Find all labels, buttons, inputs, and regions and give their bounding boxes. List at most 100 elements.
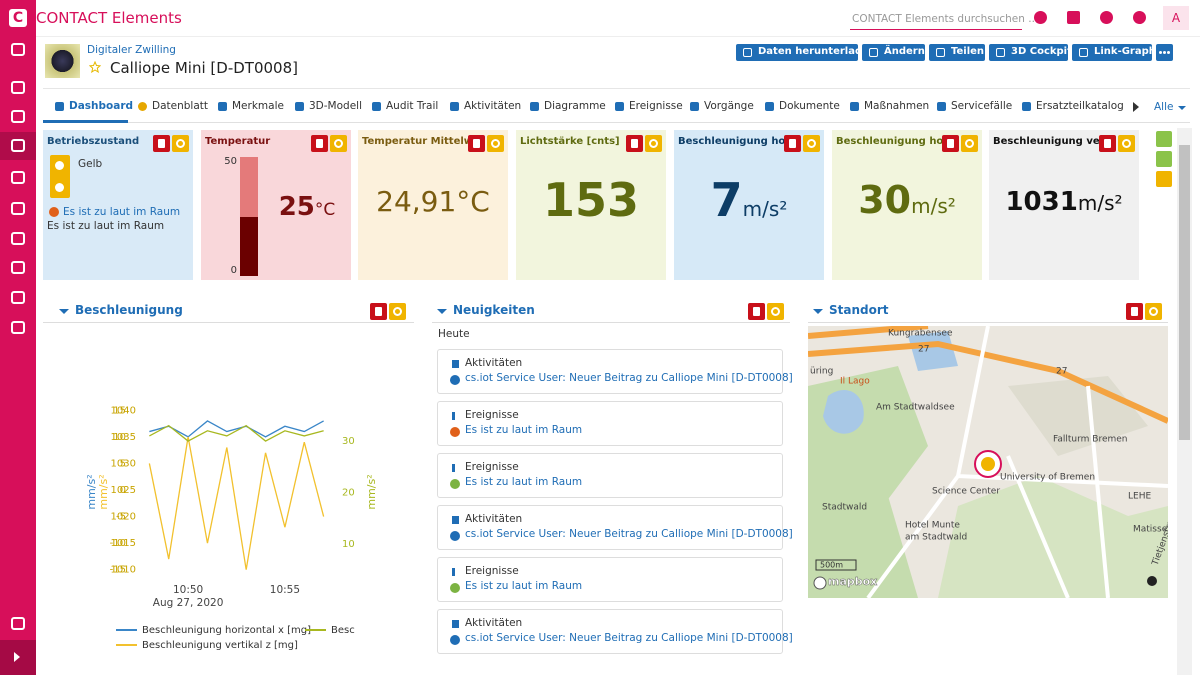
delete-button[interactable] [626, 135, 643, 152]
dashboard-tool[interactable] [1156, 171, 1172, 187]
tab-icon[interactable] [937, 102, 946, 111]
tabs-scroll[interactable] [1133, 102, 1139, 112]
dashboard-tool[interactable] [1156, 131, 1172, 147]
sidebar-icon[interactable] [11, 202, 25, 215]
avatar[interactable]: A [1163, 6, 1189, 30]
delete-button[interactable] [748, 303, 765, 320]
settings-button[interactable] [961, 135, 978, 152]
delete-button[interactable] [468, 135, 485, 152]
search-box[interactable]: CONTACT Elements durchsuchen ... [850, 10, 1038, 30]
dashboard-tool[interactable] [1156, 151, 1172, 167]
news-text[interactable]: cs.iot Service User: Neuer Beitrag zu Ca… [465, 528, 793, 540]
settings-button[interactable] [645, 135, 662, 152]
action-label: Daten herunterladen [758, 46, 877, 57]
settings-button[interactable] [1145, 303, 1162, 320]
news-text[interactable]: Es ist zu laut im Raum [465, 476, 583, 488]
collapse-caret[interactable] [59, 309, 69, 314]
sidebar-icon[interactable] [11, 171, 25, 184]
delete-button[interactable] [370, 303, 387, 320]
collapse-caret[interactable] [813, 309, 823, 314]
sidebar-icon[interactable] [11, 110, 25, 123]
delete-button[interactable] [311, 135, 328, 152]
delete-button[interactable] [942, 135, 959, 152]
tab-icon[interactable] [295, 102, 304, 111]
settings-button[interactable] [803, 135, 820, 152]
settings-button[interactable] [767, 303, 784, 320]
settings-button[interactable] [389, 303, 406, 320]
scrollbar-thumb[interactable] [1179, 145, 1190, 440]
action-button[interactable]: Link-Graph [1072, 44, 1156, 61]
settings-button[interactable] [1118, 135, 1135, 152]
news-item[interactable]: Ereignisse Es ist zu laut im Raum [437, 453, 783, 498]
tab[interactable]: Dashboard [69, 100, 134, 112]
news-item[interactable]: Ereignisse Es ist zu laut im Raum [437, 401, 783, 446]
sidebar-icon[interactable] [11, 139, 25, 152]
more-button[interactable] [1156, 44, 1173, 61]
news-category: Ereignisse [465, 461, 519, 473]
sidebar-icon[interactable] [11, 43, 25, 56]
history[interactable] [1100, 11, 1113, 24]
settings-button[interactable] [172, 135, 189, 152]
news-item[interactable]: Aktivitäten cs.iot Service User: Neuer Be… [437, 505, 793, 550]
tab[interactable]: Aktivitäten [464, 100, 522, 112]
news-item[interactable]: Ereignisse Es ist zu laut im Raum [437, 557, 783, 602]
tab-icon[interactable] [530, 102, 539, 111]
alert-text[interactable]: Es ist zu laut im Raum [63, 206, 181, 218]
action-button[interactable]: Daten herunterladen [736, 44, 876, 61]
news-item[interactable]: Aktivitäten cs.iot Service User: Neuer Be… [437, 349, 793, 394]
delete-button[interactable] [1126, 303, 1143, 320]
info[interactable] [1133, 11, 1146, 24]
tab[interactable]: Maßnahmen [864, 100, 930, 112]
tile: Temperatur Mittelw... 24,91°C [358, 130, 508, 280]
action-button[interactable]: Teilen [929, 44, 985, 61]
collapse-caret[interactable] [437, 309, 447, 314]
tab-icon[interactable] [218, 102, 227, 111]
map-label: Hotel Munte [905, 521, 960, 531]
tab[interactable]: Merkmale [232, 100, 284, 112]
sidebar-expand[interactable] [14, 652, 20, 662]
action-button[interactable]: 3D Cockpit [989, 44, 1072, 61]
news-text[interactable]: Es ist zu laut im Raum [465, 424, 583, 436]
tab[interactable]: Dokumente [779, 100, 840, 112]
sidebar-icon[interactable] [11, 617, 25, 630]
breadcrumb[interactable]: Digitaler Zwilling [87, 44, 176, 56]
sidebar-icon[interactable] [11, 81, 25, 94]
tab-icon[interactable] [138, 102, 147, 111]
map-label: am Stadtwald [905, 533, 967, 543]
sidebar-icon[interactable] [11, 232, 25, 245]
tab[interactable]: 3D-Modell [309, 100, 362, 112]
tab-icon[interactable] [850, 102, 859, 111]
tab-icon[interactable] [690, 102, 699, 111]
news-text[interactable]: cs.iot Service User: Neuer Beitrag zu Ca… [465, 632, 793, 644]
tab[interactable]: Servicefälle [951, 100, 1013, 112]
news-text[interactable]: Es ist zu laut im Raum [465, 580, 583, 592]
news-text[interactable]: cs.iot Service User: Neuer Beitrag zu Ca… [465, 372, 793, 384]
tabs-more[interactable]: Alle [1154, 101, 1174, 113]
delete-button[interactable] [153, 135, 170, 152]
tab-icon[interactable] [615, 102, 624, 111]
tab[interactable]: Ersatzteilkatalog [1036, 100, 1124, 112]
favorites[interactable] [1067, 11, 1080, 24]
tab[interactable]: Ereignisse [629, 100, 683, 112]
tab-icon[interactable] [765, 102, 774, 111]
tab[interactable]: Vorgänge [704, 100, 754, 112]
delete-button[interactable] [1099, 135, 1116, 152]
tab-icon[interactable] [1022, 102, 1031, 111]
news-item[interactable]: Aktivitäten cs.iot Service User: Neuer Be… [437, 609, 793, 654]
settings-button[interactable] [487, 135, 504, 152]
tab[interactable]: Audit Trail [386, 100, 439, 112]
notifications[interactable] [1034, 11, 1047, 24]
favorite-star[interactable] [89, 61, 101, 73]
map[interactable]: Kungrabensee üring Il Lago Am Stadtwaldsee F… [808, 326, 1168, 598]
tab[interactable]: Datenblatt [152, 100, 209, 112]
settings-button[interactable] [330, 135, 347, 152]
tab-icon[interactable] [450, 102, 459, 111]
tab-icon[interactable] [372, 102, 381, 111]
tab[interactable]: Diagramme [544, 100, 606, 112]
action-button[interactable]: Ändern [862, 44, 925, 61]
sidebar-icon[interactable] [11, 321, 25, 334]
sidebar-icon[interactable] [11, 291, 25, 304]
sidebar-icon[interactable] [11, 261, 25, 274]
delete-button[interactable] [784, 135, 801, 152]
tab-icon[interactable] [55, 102, 64, 111]
